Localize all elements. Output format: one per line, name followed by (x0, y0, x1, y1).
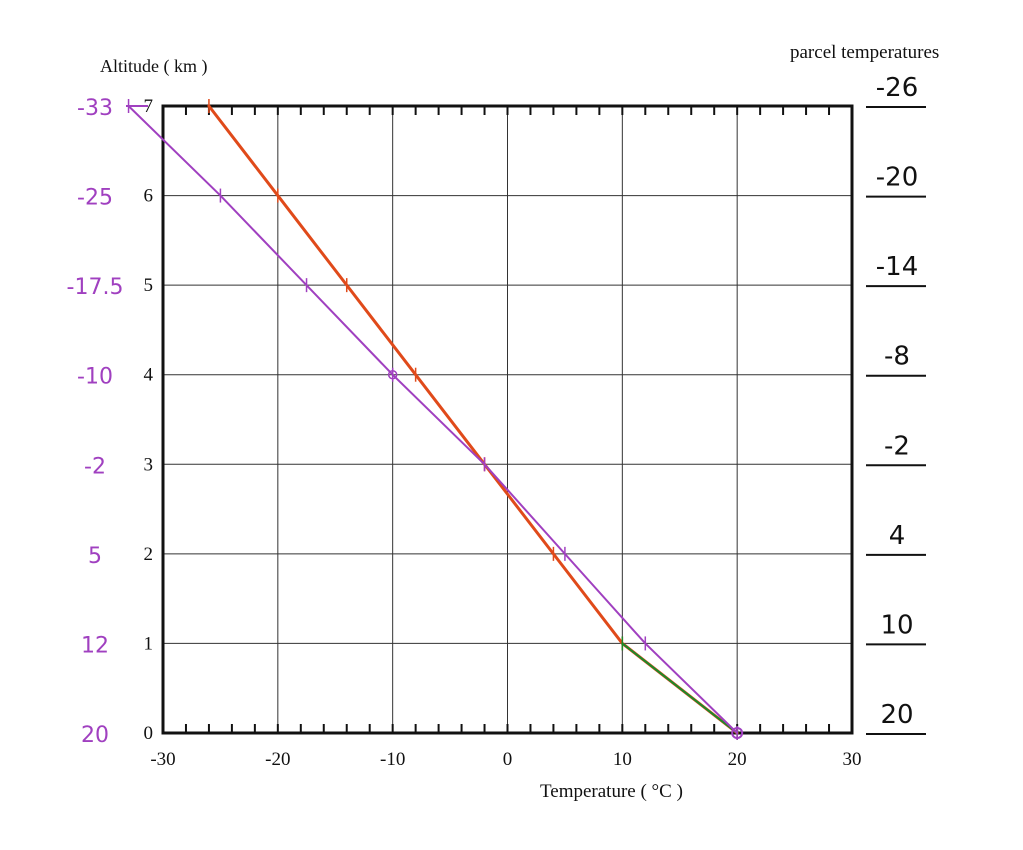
series-line-0 (207, 104, 739, 735)
right-annotation-label: -14 (876, 252, 918, 282)
left-annotation-label: 20 (81, 723, 109, 748)
y-tick-label: 1 (144, 633, 154, 654)
right-annotation-label: -8 (884, 342, 910, 372)
left-annotation-label: 5 (88, 544, 102, 569)
x-tick-label: -20 (265, 749, 290, 770)
y-tick-label: 7 (144, 96, 154, 117)
x-tick-label: 30 (843, 749, 862, 770)
mid-point-marker (387, 369, 398, 380)
series-line-2 (127, 105, 739, 734)
y-tick-label: 4 (144, 365, 154, 386)
y-tick-label: 6 (144, 186, 154, 207)
right-annotation-label: 4 (889, 521, 906, 551)
left-annotation-label: -17.5 (67, 275, 124, 300)
right-annotation-label: -20 (876, 163, 918, 193)
right-column-header: parcel temperatures (790, 42, 939, 63)
right-annotation-label: 10 (880, 610, 913, 640)
surface-start-marker (731, 727, 744, 739)
right-annotations: 20 10 4 -2 -8 -14 -20 -26 (866, 73, 926, 735)
left-annotation-label: -2 (84, 454, 106, 479)
x-tick-label: 20 (728, 749, 747, 770)
x-tick-label: 0 (503, 749, 513, 770)
series-line-1 (621, 642, 739, 734)
x-tick-labels: -30 -20 -10 0 10 20 30 (150, 749, 861, 770)
y-tick-label: 5 (144, 275, 154, 296)
series-lines (127, 99, 744, 740)
y-tick-label: 3 (144, 454, 154, 475)
left-annotation-label: -10 (77, 365, 113, 390)
left-annotation-label: 12 (81, 633, 109, 658)
left-annotation-label: -33 (77, 96, 113, 121)
y-tick-label: 2 (144, 544, 154, 565)
x-tick-label: -30 (150, 749, 175, 770)
plot-frame (161, 104, 854, 735)
x-tick-label: -10 (380, 749, 405, 770)
left-annotations: 20 12 5 -2 -10 -17.5 -25 -33 (67, 96, 148, 748)
right-annotation-label: -26 (876, 73, 918, 103)
right-annotation-label: 20 (880, 700, 913, 730)
x-axis-label: Temperature ( °C ) (540, 781, 683, 802)
x-tick-label: 10 (613, 749, 632, 770)
y-tick-label: 0 (144, 723, 154, 744)
grid (162, 105, 853, 734)
y-axis-label: Altitude ( km ) (100, 56, 207, 77)
y-tick-labels: 0 1 2 3 4 5 6 7 (144, 96, 154, 744)
right-annotation-label: -2 (884, 431, 910, 461)
left-annotation-label: -25 (77, 186, 113, 211)
